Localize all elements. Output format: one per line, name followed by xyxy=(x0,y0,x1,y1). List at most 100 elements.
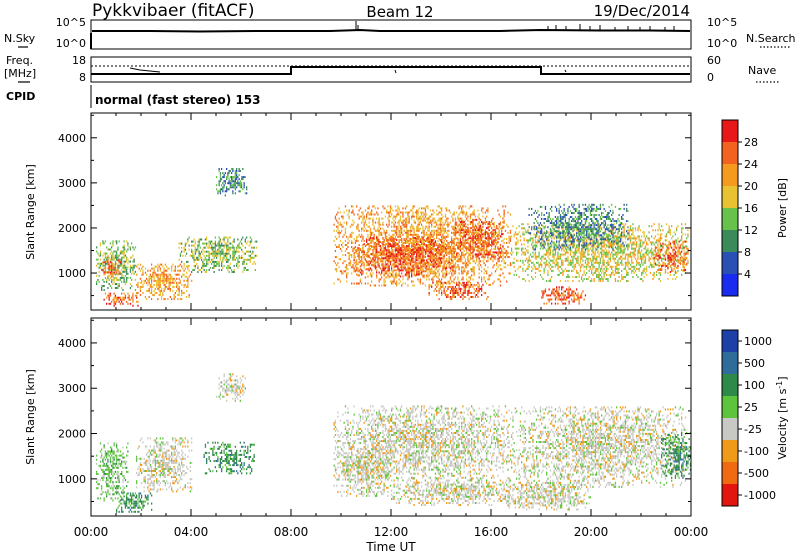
data-cell xyxy=(422,246,424,248)
data-cell xyxy=(228,258,230,261)
data-cell xyxy=(398,241,400,243)
data-cell xyxy=(394,265,397,268)
data-cell xyxy=(444,269,447,272)
data-cell xyxy=(409,259,412,262)
data-cell xyxy=(253,256,255,259)
data-cell xyxy=(369,217,372,220)
data-cell xyxy=(466,233,468,236)
data-cell xyxy=(477,235,479,238)
data-cell xyxy=(547,239,549,242)
data-cell xyxy=(566,249,568,252)
data-cell xyxy=(509,239,512,242)
data-cell xyxy=(481,276,483,279)
data-cell xyxy=(411,225,413,228)
data-cell xyxy=(357,253,359,256)
data-cell xyxy=(227,269,229,271)
data-cell xyxy=(402,241,404,244)
data-cell xyxy=(491,227,493,230)
data-cell xyxy=(166,275,168,278)
data-cell xyxy=(399,249,402,252)
data-cell xyxy=(183,269,185,272)
data-cell xyxy=(449,296,452,298)
data-cell xyxy=(102,269,104,272)
data-cell xyxy=(517,233,519,236)
data-cell xyxy=(461,283,463,286)
data-cell xyxy=(567,251,569,254)
data-cell xyxy=(456,266,458,269)
data-cell xyxy=(434,221,437,224)
data-cell xyxy=(404,225,407,228)
data-cell xyxy=(559,280,562,282)
data-cell xyxy=(363,256,365,259)
data-cell xyxy=(152,275,154,278)
data-cell xyxy=(222,252,224,255)
data-cell xyxy=(97,262,99,265)
data-cell xyxy=(464,231,467,234)
data-cell xyxy=(451,244,453,246)
data-cell xyxy=(488,253,490,256)
data-cell xyxy=(177,265,179,268)
data-cell xyxy=(399,253,402,256)
data-cell xyxy=(108,268,110,271)
data-cell xyxy=(354,265,356,268)
data-cell xyxy=(569,235,572,238)
data-cell xyxy=(458,260,460,263)
data-cell xyxy=(458,243,460,246)
data-cell xyxy=(243,266,245,269)
data-cell xyxy=(161,271,163,274)
data-cell xyxy=(216,188,218,191)
data-cell xyxy=(127,292,129,295)
data-cell xyxy=(536,255,538,258)
data-cell xyxy=(219,252,221,255)
data-cell xyxy=(107,287,109,289)
data-cell xyxy=(473,209,475,212)
data-cell xyxy=(453,241,455,244)
data-cell xyxy=(233,186,235,189)
data-cell xyxy=(222,250,224,253)
data-cell xyxy=(438,233,440,236)
data-cell xyxy=(183,283,185,286)
data-cell xyxy=(234,180,236,183)
data-cell xyxy=(406,219,408,222)
data-cell xyxy=(398,274,400,277)
data-cell xyxy=(411,275,413,278)
data-cell xyxy=(459,255,461,258)
data-cell xyxy=(501,229,503,232)
data-cell xyxy=(438,261,440,264)
data-cell xyxy=(379,267,382,270)
data-cell xyxy=(471,239,473,242)
data-cell xyxy=(454,221,457,224)
data-cell xyxy=(463,241,465,244)
data-cell xyxy=(169,281,171,284)
data-cell xyxy=(334,215,337,218)
data-cell xyxy=(216,176,218,179)
data-cell xyxy=(429,248,432,250)
data-cell xyxy=(466,231,468,234)
data-cell xyxy=(479,252,482,255)
data-cell xyxy=(422,253,424,256)
data-cell xyxy=(392,233,394,236)
data-cell xyxy=(381,263,383,266)
data-cell xyxy=(381,231,383,234)
data-cell xyxy=(474,229,477,232)
data-cell xyxy=(356,267,358,270)
data-cell xyxy=(374,229,377,232)
data-cell xyxy=(467,292,469,294)
data-cell xyxy=(533,263,535,266)
data-cell xyxy=(507,264,509,267)
data-cell xyxy=(126,258,128,261)
data-cell xyxy=(489,221,492,224)
data-cell xyxy=(511,263,513,266)
data-cell xyxy=(429,270,432,273)
data-cell xyxy=(453,272,455,275)
data-cell xyxy=(432,209,434,212)
data-cell xyxy=(493,280,495,283)
data-cell xyxy=(399,247,402,250)
data-cell xyxy=(473,249,475,252)
data-cell xyxy=(534,255,537,258)
data-cell xyxy=(99,250,102,253)
data-cell xyxy=(479,249,482,252)
data-cell xyxy=(374,244,377,246)
data-cell xyxy=(441,227,443,230)
data-cell xyxy=(178,242,180,245)
